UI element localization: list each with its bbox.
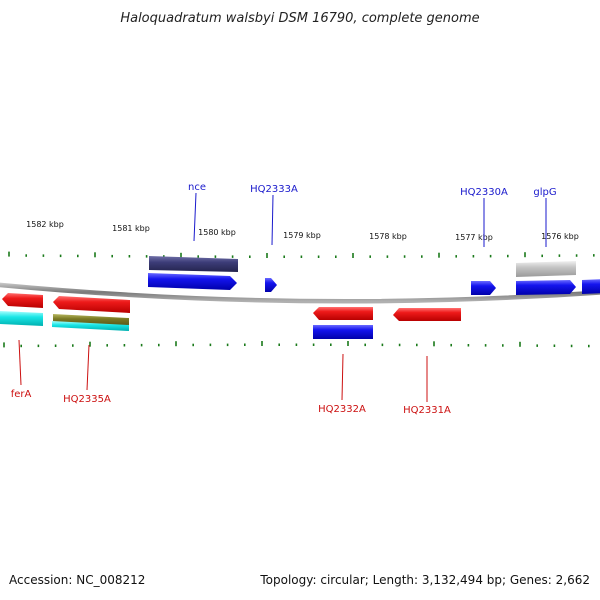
outer-tick-ring	[8, 251, 595, 258]
feature-red-hq2335a[interactable]	[53, 296, 130, 313]
gene-labels-top: nce HQ2333A HQ2330A glpG	[188, 182, 557, 198]
leader-nce	[193, 192, 197, 242]
gene-label-nce[interactable]: nce	[188, 182, 206, 193]
tick-label-1579: 1579 kbp	[283, 231, 321, 240]
leader-hq2332a	[341, 353, 344, 401]
gene-label-hq2330a[interactable]: HQ2330A	[460, 187, 508, 198]
gene-label-glpg[interactable]: glpG	[533, 187, 556, 198]
feature-red-hq2331a[interactable]	[393, 308, 461, 321]
feature-red-hq2332a[interactable]	[313, 307, 373, 320]
feature-blue-hq2330a[interactable]	[471, 281, 496, 295]
feature-cyan-fera[interactable]	[0, 311, 43, 326]
feature-cyan-hq2335a[interactable]	[52, 321, 129, 331]
gene-labels-bottom: ferA HQ2335A HQ2332A HQ2331A	[11, 389, 451, 416]
feature-blue-hq2332a[interactable]	[313, 325, 373, 339]
genome-backbone	[0, 282, 600, 304]
gene-label-hq2333a[interactable]: HQ2333A	[250, 184, 298, 195]
tick-label-1577: 1577 kbp	[455, 233, 493, 242]
tick-label-1581: 1581 kbp	[112, 224, 150, 233]
tick-label-1582: 1582 kbp	[26, 220, 64, 229]
feature-red-fera[interactable]	[2, 293, 43, 308]
forward-strand-features	[148, 256, 600, 295]
accession-text: Accession: NC_008212	[9, 573, 146, 587]
feature-blue-cds-1[interactable]	[148, 273, 237, 290]
feature-navy-nce[interactable]	[149, 256, 238, 272]
label-leaders	[18, 192, 547, 402]
inner-tick-ring	[3, 341, 590, 348]
tick-label-1578: 1578 kbp	[369, 232, 407, 241]
gene-label-hq2331a[interactable]: HQ2331A	[403, 405, 451, 416]
gene-label-hq2335a[interactable]: HQ2335A	[63, 394, 111, 405]
tick-labels: 1582 kbp 1581 kbp 1580 kbp 1579 kbp 1578…	[26, 220, 579, 242]
leader-hq2335a	[86, 344, 90, 391]
feature-grey-glpg[interactable]	[516, 261, 576, 277]
reverse-strand-features	[0, 293, 461, 339]
tick-label-1576: 1576 kbp	[541, 232, 579, 241]
gene-label-hq2332a[interactable]: HQ2332A	[318, 404, 366, 415]
feature-blue-edge[interactable]	[582, 279, 600, 294]
leader-fera	[18, 339, 22, 386]
map-title: Haloquadratum walsbyi DSM 16790, complet…	[120, 11, 479, 26]
feature-blue-hq2333a[interactable]	[265, 278, 277, 292]
gene-label-fera[interactable]: ferA	[11, 389, 32, 400]
leader-hq2333a	[271, 194, 274, 246]
tick-label-1580: 1580 kbp	[198, 228, 236, 237]
genome-summary-text: Topology: circular; Length: 3,132,494 bp…	[260, 573, 590, 587]
feature-blue-glpg[interactable]	[516, 280, 576, 295]
